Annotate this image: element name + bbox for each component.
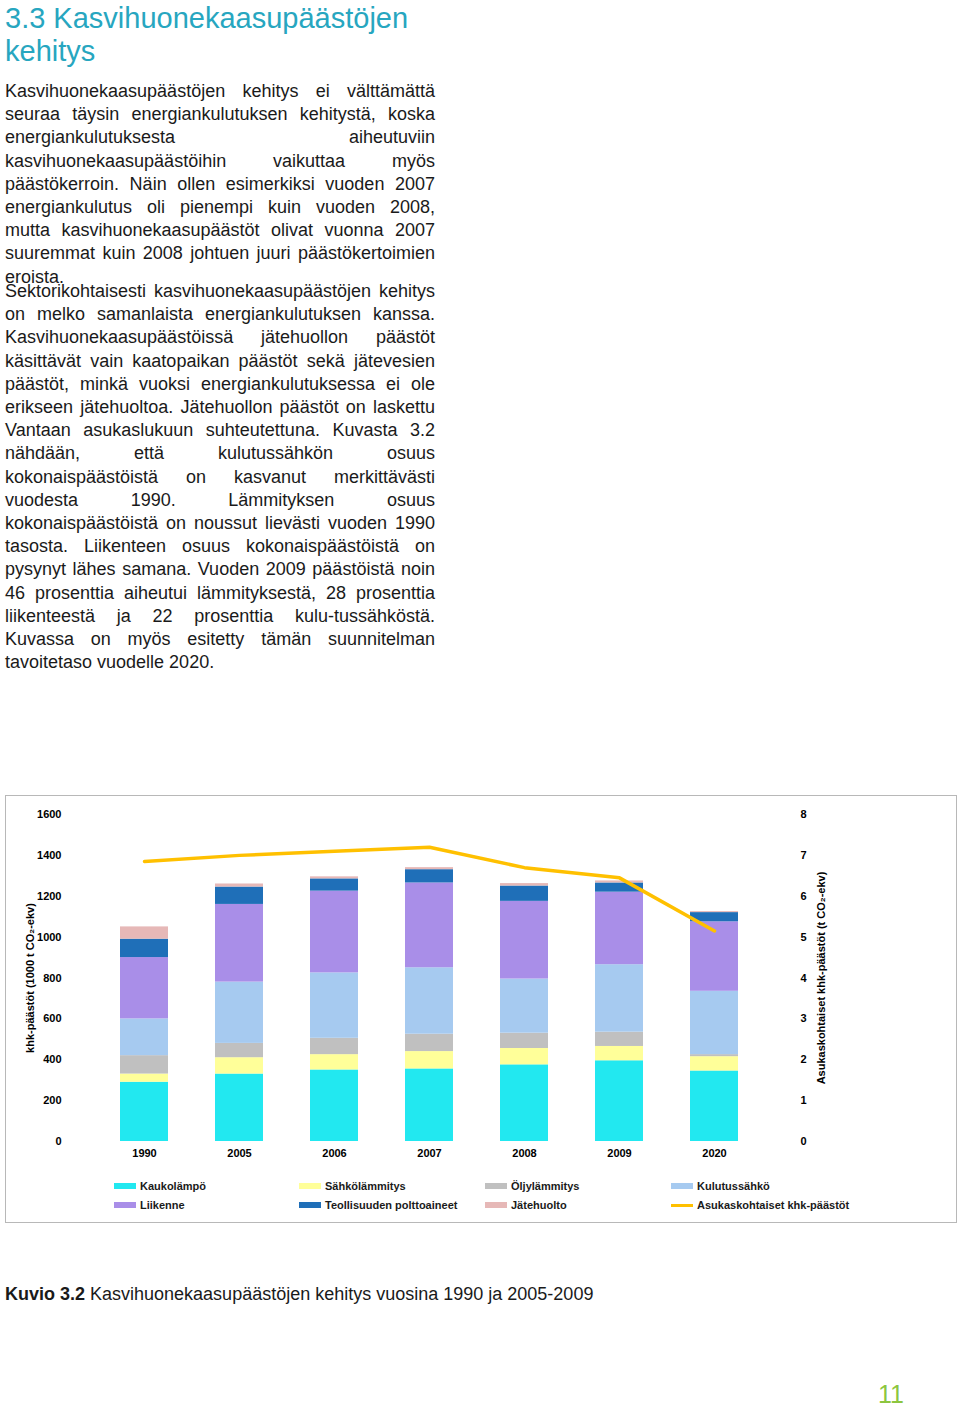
svg-text:1600: 1600 <box>37 808 61 820</box>
svg-text:7: 7 <box>801 849 807 861</box>
svg-text:800: 800 <box>43 972 61 984</box>
svg-text:khk-päästöt (1000 t CO₂-ekv): khk-päästöt (1000 t CO₂-ekv) <box>24 903 36 1053</box>
svg-text:2008: 2008 <box>512 1147 536 1159</box>
html-text:Sähkölämmitys: Sähkölämmitys <box>325 1180 406 1192</box>
html-text:Jätehuolto: Jätehuolto <box>511 1199 567 1211</box>
svg-text:200: 200 <box>43 1094 61 1106</box>
svg-text:1400: 1400 <box>37 849 61 861</box>
html-text:11: 11 <box>878 1380 904 1408</box>
html-text:Kuvio 3.2 Kasvihuonekaasupääst: Kuvio 3.2 Kasvihuonekaasupäästöjen kehit… <box>5 1284 594 1304</box>
svg-text:2006: 2006 <box>322 1147 346 1159</box>
svg-text:0: 0 <box>55 1135 61 1147</box>
svg-text:1990: 1990 <box>132 1147 156 1159</box>
svg-text:Asukaskohtaiset khk-päästöt (t: Asukaskohtaiset khk-päästöt (t CO₂-ekv) <box>815 871 827 1084</box>
svg-text:2009: 2009 <box>607 1147 631 1159</box>
svg-text:3: 3 <box>801 1012 807 1024</box>
svg-text:400: 400 <box>43 1053 61 1065</box>
svg-text:6: 6 <box>801 890 807 902</box>
html-text:Kaukolämpö: Kaukolämpö <box>140 1180 206 1192</box>
html-text:Asukaskohtaiset khk-päästöt: Asukaskohtaiset khk-päästöt <box>697 1199 850 1211</box>
svg-text:1: 1 <box>801 1094 807 1106</box>
svg-text:2: 2 <box>801 1053 807 1065</box>
svg-text:4: 4 <box>801 972 808 984</box>
svg-text:8: 8 <box>801 808 807 820</box>
svg-text:0: 0 <box>801 1135 807 1147</box>
html-text:3.3 Kasvihuonekaasupäästöjen k: 3.3 Kasvihuonekaasupäästöjen kehitys <box>5 2 409 67</box>
svg-text:2007: 2007 <box>417 1147 441 1159</box>
html-text:Öljylämmitys: Öljylämmitys <box>511 1180 580 1192</box>
svg-text:1000: 1000 <box>37 931 61 943</box>
html-text:Liikenne: Liikenne <box>140 1199 185 1211</box>
html-text:Kulutussähkö: Kulutussähkö <box>697 1180 770 1192</box>
html-text:Sektorikohtaisesti kasvihuonek: Sektorikohtaisesti kasvihuonekaasupäästö… <box>5 281 435 673</box>
svg-text:2020: 2020 <box>702 1147 726 1159</box>
html-text:Teollisuuden polttoaineet: Teollisuuden polttoaineet <box>325 1199 458 1211</box>
html-text:Kasvihuonekaasupäästöjen kehit: Kasvihuonekaasupäästöjen kehitys ei vält… <box>5 81 435 287</box>
svg-text:600: 600 <box>43 1012 61 1024</box>
svg-text:5: 5 <box>801 931 807 943</box>
svg-text:1200: 1200 <box>37 890 61 902</box>
svg-text:2005: 2005 <box>227 1147 251 1159</box>
